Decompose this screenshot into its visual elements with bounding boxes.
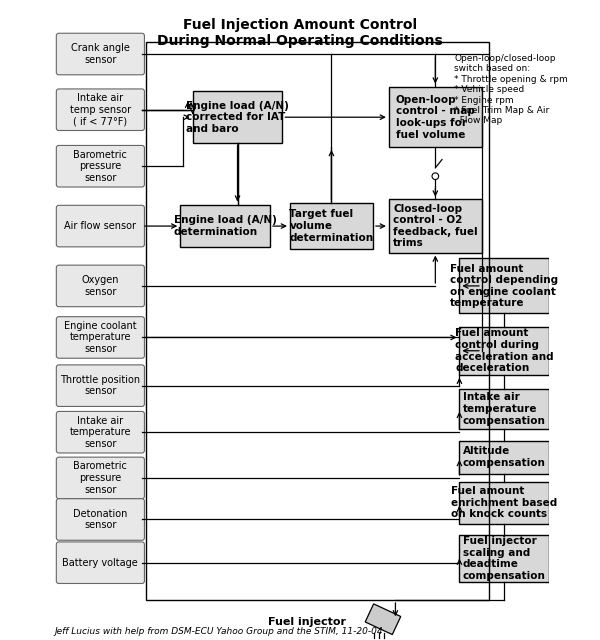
FancyBboxPatch shape xyxy=(56,457,145,499)
FancyBboxPatch shape xyxy=(56,89,145,131)
Text: Fuel Injection Amount Control
During Normal Operating Conditions: Fuel Injection Amount Control During Nor… xyxy=(157,19,443,49)
FancyBboxPatch shape xyxy=(56,499,145,540)
Text: Intake air
temp sensor
( if < 77°F): Intake air temp sensor ( if < 77°F) xyxy=(70,93,131,126)
FancyBboxPatch shape xyxy=(56,145,145,187)
Bar xyxy=(460,389,549,429)
Bar xyxy=(460,482,549,524)
Text: Altitude
compensation: Altitude compensation xyxy=(463,446,546,468)
Text: Crank angle
sensor: Crank angle sensor xyxy=(71,44,130,65)
Bar xyxy=(460,259,549,314)
Text: Oxygen
sensor: Oxygen sensor xyxy=(82,275,119,297)
Text: Open-loop/closed-loop
switch based on:
* Throttle opening & rpm
* Vehicle speed
: Open-loop/closed-loop switch based on: *… xyxy=(454,54,568,125)
Text: Barometric
pressure
sensor: Barometric pressure sensor xyxy=(73,461,127,495)
Text: Intake air
temperature
sensor: Intake air temperature sensor xyxy=(70,415,131,449)
Text: Jeff Lucius with help from DSM-ECU Yahoo Group and the STIM, 11-20-04: Jeff Lucius with help from DSM-ECU Yahoo… xyxy=(55,627,383,636)
Text: Air flow sensor: Air flow sensor xyxy=(64,221,136,231)
FancyBboxPatch shape xyxy=(56,317,145,358)
Text: Fuel injector
scaling and
deadtime
compensation: Fuel injector scaling and deadtime compe… xyxy=(463,536,546,581)
Text: Intake air
temperature
compensation: Intake air temperature compensation xyxy=(463,392,546,426)
FancyBboxPatch shape xyxy=(56,33,145,75)
Bar xyxy=(460,535,549,582)
Bar xyxy=(193,92,283,143)
Text: Closed-loop
control - O2
feedback, fuel
trims: Closed-loop control - O2 feedback, fuel … xyxy=(393,204,478,248)
Bar xyxy=(460,326,549,375)
Bar xyxy=(389,87,482,147)
FancyBboxPatch shape xyxy=(56,205,145,247)
Bar xyxy=(180,205,270,247)
Text: Fuel amount
control depending
on engine coolant
temperature: Fuel amount control depending on engine … xyxy=(450,264,559,308)
Text: Engine coolant
temperature
sensor: Engine coolant temperature sensor xyxy=(64,321,137,354)
Polygon shape xyxy=(365,604,401,635)
Bar xyxy=(146,42,490,600)
Text: Battery voltage: Battery voltage xyxy=(62,557,138,568)
Text: Fuel amount
enrichment based
on knock counts: Fuel amount enrichment based on knock co… xyxy=(451,486,557,520)
FancyBboxPatch shape xyxy=(56,365,145,406)
Text: Open-loop
control - map
look-ups for
fuel volume: Open-loop control - map look-ups for fue… xyxy=(396,95,475,140)
Text: Barometric
pressure
sensor: Barometric pressure sensor xyxy=(73,150,127,183)
FancyBboxPatch shape xyxy=(56,265,145,307)
Text: Fuel injector: Fuel injector xyxy=(268,617,346,627)
Text: Detonation
sensor: Detonation sensor xyxy=(73,509,128,531)
Bar xyxy=(389,200,482,253)
Bar xyxy=(460,440,549,474)
Text: Throttle position
sensor: Throttle position sensor xyxy=(61,375,140,396)
Text: Fuel amount
control during
acceleration and
deceleration: Fuel amount control during acceleration … xyxy=(455,328,554,373)
FancyBboxPatch shape xyxy=(56,542,145,584)
Text: Target fuel
volume
determination: Target fuel volume determination xyxy=(289,209,374,243)
FancyBboxPatch shape xyxy=(56,412,145,453)
Text: Engine load (A/N)
determination: Engine load (A/N) determination xyxy=(173,215,277,237)
Text: Engine load (A/N)
corrected for IAT
and baro: Engine load (A/N) corrected for IAT and … xyxy=(186,100,289,134)
Bar xyxy=(290,203,373,250)
